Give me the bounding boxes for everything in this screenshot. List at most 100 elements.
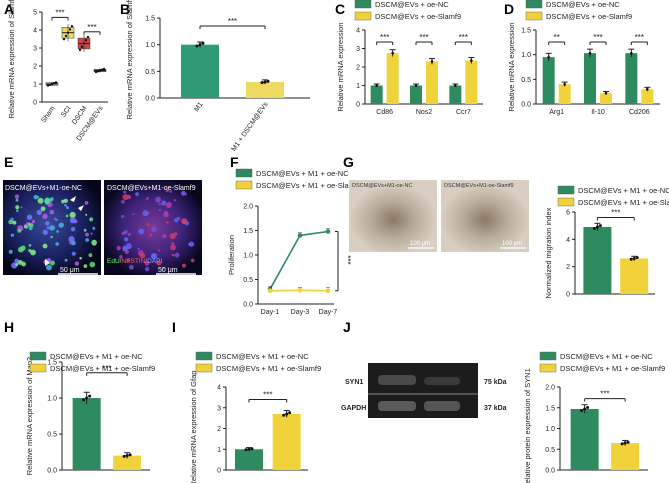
panel-G-sig-label: *** [611,208,620,217]
panel-D-xtick-label: Arg1 [549,109,564,116]
panel-C-xtick-label: Ccr7 [456,109,471,116]
panel-A-point [78,48,82,52]
panel-H-ytick-label: 0.5 [47,432,57,439]
panel-A-point [98,69,102,72]
panel-C-point [391,51,394,55]
panel-g-images: DSCM@EVs+M1-oe-NC DSCM@EVs+M1-oe-Slamf9 … [349,180,529,252]
band-syn1-nc [378,375,416,385]
panel-C-bar [449,85,462,104]
panel-C-legend-swatch [354,0,372,9]
cell-dot [64,258,68,262]
panel-F-ytick-label: 1.0 [243,253,253,260]
cell-dot [70,226,76,232]
panel-A-point [62,37,66,41]
panel-A-point [46,84,50,87]
panel-F-ytick-label: 2.0 [243,204,253,211]
panel-F-point [297,287,303,293]
panel-G-point [635,256,639,260]
panel-B-point [195,44,199,48]
cell-dot [84,200,89,205]
panel-J-ylabel: Relative protein expression of SYN1 [523,368,532,483]
cell-dot [74,261,80,266]
panel-A-xtick-label: SCI [60,105,72,119]
cell-dot [16,209,19,213]
panel-D-sig-label: *** [635,33,644,42]
panel-J-sig-label: *** [600,390,609,399]
cell-dot [170,244,176,251]
cell-dot [37,197,44,204]
image-e2-label: DSCM@EVs+M1-oe-Slamf9 [107,185,196,192]
panel-C-ytick-label: 0 [356,102,360,109]
panel-C-point [414,84,418,87]
panel-I-ytick-label: 2 [217,426,221,433]
blot-gapdh-kda: 37 kDa [484,405,507,412]
cell-dot [158,208,161,212]
panel-H-bar [72,398,101,470]
cell-dot [55,242,60,246]
panel-H-ylabel: Relative mRNA expression of Map2 [25,357,34,475]
panel-A-ytick-label: 4 [33,28,37,35]
cell-dot [145,197,149,200]
band-gapdh-slamf9 [424,401,460,411]
panel-C-ylabel: Relative mRNA expression [336,22,345,111]
panel-G-point [595,225,599,229]
panel-H-sig-label: *** [102,364,111,373]
image-g2-label: DSCM@EVs+M1-oe-Slamf9 [444,183,514,189]
panel-H-ytick-label: 0.0 [47,468,57,475]
image-g1-label: DSCM@EVs+M1-oe-NC [352,183,412,189]
cell-dot [20,206,23,209]
cell-dot [146,223,150,226]
panel-A-point [84,39,88,42]
panel-G-ytick-label: 0 [566,292,570,299]
panel-C-xtick-label: Cd86 [376,109,393,116]
cell-dot [89,261,96,268]
panel-I-point [285,412,289,416]
panel-H-ytick-label: 1.5 [47,360,57,367]
cell-dot [31,219,36,224]
panel-A-sig-label: *** [55,8,64,17]
cell-dot [56,230,60,233]
cell-dot [79,256,82,260]
panel-A-point [54,81,58,84]
cell-dot [89,217,94,222]
panel-I-ylabel: Relative mRNA expression of Gfap [189,371,198,483]
panel-F-legend-swatch [235,180,253,190]
panel-G-point [632,256,636,260]
panel-B-xtick-label: M1 [193,101,204,113]
band-gapdh-nc [378,401,416,411]
image-e1-label-text: DSCM@EVs+M1-oe-NC [5,185,82,192]
cell-dot [135,192,139,197]
panel-C-point [454,84,457,87]
panel-G-legend-label: DSCM@EVs + M1 + oe-NC [578,186,669,195]
cell-dot [156,260,162,266]
panel-A-point [70,25,74,28]
cell-dot [125,243,132,250]
image-g-oe-nc [349,180,437,252]
cell-dot [139,252,146,259]
cell-dot [122,194,129,201]
cell-dot [144,266,150,272]
panel-label-d: D [504,1,514,17]
cell-dot [29,223,34,228]
panel-B-point [201,41,205,45]
stain-dapi: /DAPI [145,258,162,265]
cell-dot [63,203,67,207]
cell-dot [12,220,17,225]
panel-D-bar [641,89,654,104]
panel-I-ytick-label: 1 [217,447,221,454]
cell-dot [69,211,76,219]
panel-F-legend-label: DSCM@EVs + M1 + oe-NC [256,169,349,178]
panel-I-point [282,413,286,417]
cell-dot [162,234,167,239]
panel-label-h: H [4,319,14,335]
cell-dot [85,213,88,216]
panel-D-point [646,87,649,91]
panel-C-bar [426,61,438,104]
panel-J-bar [611,443,640,470]
cell-dot [40,206,46,212]
panel-I-legend-label: DSCM@EVs + M1 + oe-NC [216,352,309,361]
panel-A-point [102,67,106,71]
panel-label-i: I [172,319,176,335]
panel-D-point [630,51,633,55]
